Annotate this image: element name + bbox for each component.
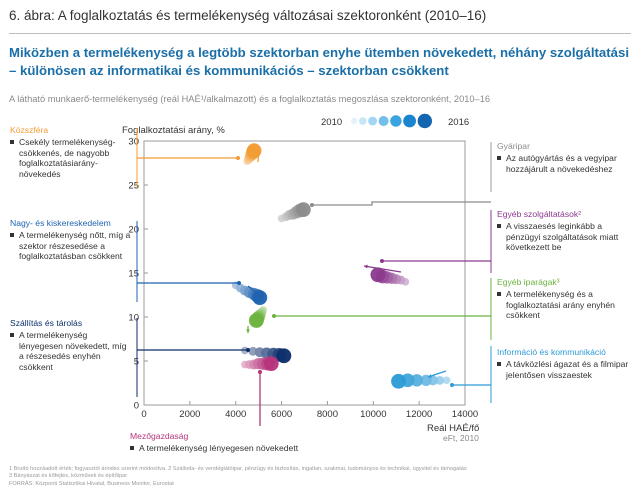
leader-egyeb-szolg-dot	[380, 259, 384, 263]
arrow-egyeb-ipar-head	[246, 329, 250, 333]
sector-name: Egyéb iparágak³	[497, 277, 560, 287]
data-point	[248, 313, 264, 328]
leader-kereskedelem-dot	[237, 281, 241, 285]
data-point	[370, 267, 386, 283]
sector-callout: Gyáripar Az autógyártás és a vegyipar hoz…	[497, 141, 629, 174]
sector-callout: Egyéb iparágak³ A termelékenység és a fog…	[497, 277, 629, 321]
data-point	[246, 143, 262, 159]
arrow-kereskedelem-head	[257, 292, 261, 296]
sector-name: Mezőgazdaság	[130, 431, 189, 441]
arrow-mezogazdasag-head	[271, 359, 275, 364]
leader-gyaripar	[312, 201, 491, 206]
sector-name: Nagy- és kiskereskedelem	[10, 218, 111, 228]
x-tick-label: 14000	[452, 409, 478, 420]
sector-name: Egyéb szolgáltatások²	[497, 209, 582, 219]
x-tick-label: 8000	[317, 409, 338, 420]
sector-description: A termelékenység és a foglalkoztatási ar…	[497, 289, 629, 320]
arrow-egyeb-szolg-head	[364, 264, 368, 269]
sector-description: A távközlési ágazat és a filmipar jelent…	[497, 359, 629, 380]
plot-frame	[143, 140, 466, 406]
leader-szallitas-dot	[246, 348, 250, 352]
sector-callout: Nagy- és kiskereskedelem A termelékenység…	[10, 218, 132, 262]
sector-name: Közszféra	[10, 125, 49, 135]
footnote-2: 3 Bányászat és kőfejtés, közművek és épí…	[9, 473, 128, 480]
y-tick-label: 10	[128, 313, 139, 324]
legend-bubble	[368, 116, 377, 126]
y-tick-label: 30	[128, 137, 139, 148]
data-point	[276, 348, 292, 364]
data-point	[420, 374, 432, 386]
y-axis-label: Foglalkoztatási arány, %	[122, 125, 225, 136]
figure-title: 6. ábra: A foglalkoztatás és termelékeny…	[9, 8, 487, 23]
arrow-infokomm-head	[428, 374, 432, 378]
sector-callout: Szállítás és tárolás A termelékenység lén…	[10, 318, 132, 372]
y-tick-label: 20	[128, 225, 139, 236]
legend-bubble	[417, 113, 432, 129]
sector-description: A visszaesés leginkább a pénzügyi szolgá…	[497, 221, 629, 252]
leader-mezogazdasag-dot	[258, 370, 262, 374]
leader-kozszfera-dot	[236, 156, 240, 160]
footnote-1: 1 Bruttó hozzáadott érték; fogyasztói ár…	[9, 466, 467, 472]
x-tick-label: 0	[141, 409, 146, 420]
legend-bubble	[390, 115, 402, 127]
legend-end-label: 2016	[448, 117, 469, 128]
sector-callout: Információ és kommunikáció A távközlési á…	[497, 347, 629, 380]
title-divider	[9, 33, 631, 34]
data-point	[263, 356, 279, 372]
source-note: FORRÁS: Központi Statisztikai Hivatal, B…	[9, 480, 174, 487]
leader-egyeb-ipar-dot	[272, 314, 276, 318]
sector-name: Szállítás és tárolás	[10, 318, 83, 328]
sector-callout: Egyéb szolgáltatások² A visszaesés legink…	[497, 209, 629, 253]
x-tick-label: 12000	[406, 409, 432, 420]
y-tick-label: 15	[128, 269, 139, 280]
data-point	[391, 373, 406, 389]
sector-callout: Közszféra Csekély termelékenység-csökkené…	[10, 125, 130, 179]
sector-description: A termelékenység lényegesen növekedett	[130, 443, 390, 453]
x-tick-label: 2000	[179, 409, 200, 420]
data-point	[442, 376, 451, 385]
data-point	[295, 202, 311, 218]
leader-infokomm-dot	[450, 383, 454, 387]
x-tick-label: 10000	[360, 409, 386, 420]
sector-callout: Mezőgazdaság A termelékenység lényegesen …	[130, 431, 390, 454]
legend-start-label: 2010	[321, 117, 342, 128]
y-tick-label: 5	[134, 357, 139, 368]
footnotes: 1 Bruttó hozzáadott érték; fogyasztói ár…	[9, 466, 467, 488]
data-point	[410, 374, 424, 387]
x-axis-label: Reál HAÉ/fő	[427, 423, 479, 434]
y-tick-label: 0	[134, 401, 139, 412]
legend-bubble	[378, 116, 389, 126]
sector-description: Az autógyártás és a vegyipar hozzájárult…	[497, 153, 629, 174]
sector-name: Információ és kommunikáció	[497, 347, 606, 357]
arrow-egyeb-szolg	[363, 265, 402, 273]
legend-bubble	[359, 117, 367, 125]
sector-description: A termelékenység nőtt, míg a szektor rés…	[10, 230, 132, 261]
chart-subtitle: A látható munkaerő-termelékenység (reál …	[9, 94, 491, 104]
arrow-kozszfera-head	[256, 146, 261, 150]
legend-bubble	[351, 117, 358, 125]
y-tick-label: 25	[128, 181, 139, 192]
leader-gyaripar-dot	[310, 203, 314, 207]
legend-bubble	[403, 114, 416, 128]
sector-description: A termelékenység lényegesen növekedett, …	[10, 330, 132, 372]
headline: Miközben a termelékenység a legtöbb szek…	[9, 45, 629, 78]
sector-description: Csekély termelékenység-csökkenés, de nag…	[10, 137, 130, 179]
sector-name: Gyáripar	[497, 141, 530, 151]
data-point	[435, 375, 445, 385]
data-point	[252, 290, 268, 306]
x-axis-unit: eFt, 2010	[443, 433, 479, 443]
x-tick-label: 6000	[271, 409, 292, 420]
x-tick-label: 4000	[225, 409, 246, 420]
